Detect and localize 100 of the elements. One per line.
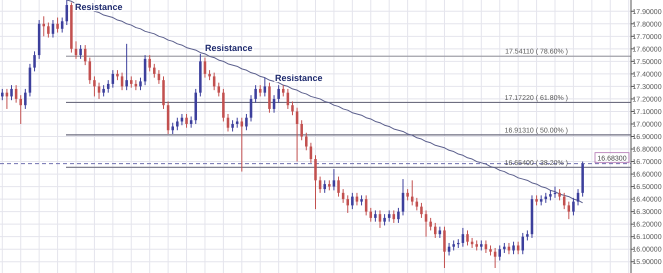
candlestick: [226, 113, 230, 132]
candlestick: [424, 210, 428, 238]
candlestick: [134, 80, 138, 91]
candlestick: [360, 194, 363, 206]
candlestick: [364, 194, 368, 216]
candlestick: [277, 84, 280, 104]
candlestick: [47, 22, 50, 38]
candlestick: [466, 230, 469, 246]
candlestick: [346, 194, 350, 214]
candlestick: [314, 154, 317, 210]
candlestick: [33, 50, 36, 72]
candlestick: [535, 194, 538, 206]
candlestick: [568, 201, 570, 220]
candlestick: [374, 210, 377, 222]
candlestick: [158, 70, 160, 84]
candlestick: [429, 217, 432, 231]
candlestick: [291, 100, 294, 116]
candlestick: [521, 232, 524, 255]
candlestick: [212, 72, 216, 91]
candlestick: [342, 188, 344, 204]
candlestick: [176, 117, 179, 131]
annotation: Resistance: [205, 43, 253, 53]
candlestick: [144, 54, 146, 86]
candlestick: [305, 132, 308, 151]
candlestick: [185, 113, 188, 128]
candlestick: [383, 214, 386, 226]
candlestick: [66, 0, 68, 26]
candlestick: [332, 168, 336, 191]
line-series: [66, 0, 584, 204]
candlestick: [498, 244, 501, 261]
candlestick: [310, 142, 312, 164]
candlestick: [443, 226, 446, 268]
candlestick: [554, 186, 556, 198]
candlestick: [19, 94, 22, 124]
candlestick: [84, 44, 86, 66]
candlestick: [462, 227, 464, 248]
candlestick: [410, 180, 414, 206]
candlestick: [489, 244, 492, 256]
candlestick: [204, 57, 206, 78]
candlestick: [526, 230, 529, 241]
candlestick: [42, 16, 46, 37]
candlestick: [56, 17, 59, 34]
candlestick: [236, 117, 238, 128]
candlestick: [245, 113, 248, 131]
annotation: Resistance: [275, 73, 323, 83]
candlestick: [14, 84, 18, 104]
candlestick: [250, 94, 252, 122]
candlestick: [337, 176, 340, 198]
candlestick: [106, 80, 110, 94]
candlestick: [258, 84, 262, 97]
candlestick: [231, 120, 234, 132]
candlestick: [272, 94, 276, 114]
candlestick: [438, 226, 442, 238]
candlestick: [434, 222, 437, 238]
candlestick: [549, 190, 552, 201]
candlestick: [516, 241, 520, 255]
candlestick: [323, 180, 326, 194]
candlestick: [402, 178, 404, 216]
candlestick: [576, 188, 580, 206]
candlestick: [120, 72, 124, 91]
candlestick: [356, 192, 358, 206]
candlestick: [153, 63, 156, 78]
candlestick: [392, 210, 396, 224]
candlestick: [79, 44, 82, 60]
candlestick: [1, 88, 4, 101]
candlestick: [558, 188, 561, 201]
candlestick: [254, 84, 257, 104]
candlestick: [125, 43, 128, 91]
candlestick: [52, 20, 54, 38]
candlestick: [112, 70, 114, 88]
candlestick: [370, 207, 372, 222]
candlestick: [98, 82, 100, 100]
candlestick: [116, 70, 119, 81]
candlestick: [286, 88, 290, 110]
candlestick: [6, 88, 8, 110]
candlestick: [24, 88, 27, 110]
candlestick: [208, 70, 211, 81]
candlestick: [562, 192, 566, 210]
candlestick: [351, 192, 354, 210]
candlestick: [148, 54, 151, 72]
candlestick: [139, 77, 142, 91]
candlestick: [378, 210, 382, 228]
candlestick: [388, 210, 390, 222]
candlestick: [540, 194, 542, 206]
candlestick: [264, 77, 266, 97]
candlestick: [60, 17, 64, 34]
candlestick: [318, 176, 322, 194]
candlestick: [572, 197, 575, 216]
candlestick: [508, 242, 510, 255]
candlestick: [494, 247, 496, 268]
candlestick: [452, 240, 455, 251]
candlestick: [416, 197, 418, 211]
candlestick: [397, 207, 400, 224]
candlestick: [130, 76, 133, 88]
candlestick: [180, 113, 184, 126]
candlestick: [475, 240, 478, 251]
candlestick: [10, 84, 13, 101]
candlestick: [88, 57, 92, 84]
candlestick: [268, 82, 271, 114]
candlestick: [420, 202, 423, 218]
